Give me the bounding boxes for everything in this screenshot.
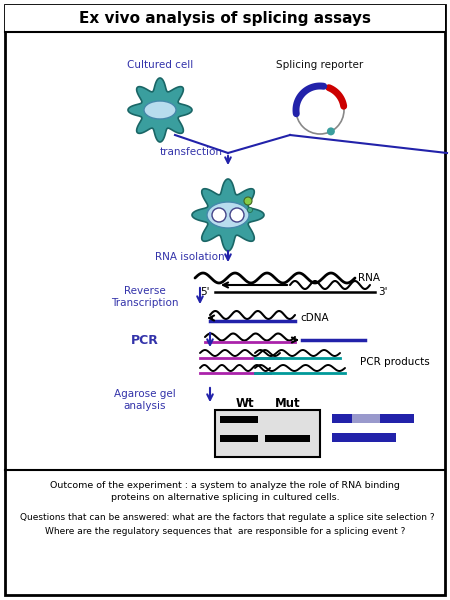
Text: Reverse
Transcription: Reverse Transcription <box>111 286 179 308</box>
Text: RNA isolation: RNA isolation <box>155 252 225 262</box>
Text: Agarose gel
analysis: Agarose gel analysis <box>114 389 176 411</box>
Text: RNA: RNA <box>358 273 380 283</box>
Text: cDNA: cDNA <box>300 313 328 323</box>
Text: proteins on alternative splicing in cultured cells.: proteins on alternative splicing in cult… <box>111 493 339 503</box>
Text: Cultured cell: Cultured cell <box>127 60 193 70</box>
Bar <box>332 414 414 423</box>
Text: Ex vivo analysis of splicing assays: Ex vivo analysis of splicing assays <box>79 11 371 26</box>
Text: Splicing reporter: Splicing reporter <box>276 60 364 70</box>
Polygon shape <box>128 78 192 142</box>
Circle shape <box>248 208 252 212</box>
Text: 3': 3' <box>378 287 387 297</box>
Bar <box>352 414 380 423</box>
Text: Questions that can be answered: what are the factors that regulate a splice site: Questions that can be answered: what are… <box>20 514 435 523</box>
Circle shape <box>230 208 244 222</box>
Bar <box>220 416 258 423</box>
Bar <box>5 5 445 32</box>
Circle shape <box>244 197 252 205</box>
Bar <box>220 435 258 442</box>
Text: transfection: transfection <box>160 147 223 157</box>
Text: Wt: Wt <box>236 397 254 410</box>
Text: PCR: PCR <box>131 334 159 346</box>
Text: Outcome of the experiment : a system to analyze the role of RNA binding: Outcome of the experiment : a system to … <box>50 481 400 490</box>
Circle shape <box>296 86 344 134</box>
Polygon shape <box>192 179 264 251</box>
Bar <box>265 435 310 442</box>
Text: Mut: Mut <box>275 397 301 410</box>
Bar <box>332 433 396 442</box>
Circle shape <box>212 208 226 222</box>
Text: PCR products: PCR products <box>360 357 430 367</box>
Text: 5': 5' <box>201 287 210 297</box>
Ellipse shape <box>144 101 176 119</box>
Text: Where are the regulatory sequences that  are responsible for a splicing event ?: Where are the regulatory sequences that … <box>45 527 405 536</box>
Bar <box>215 410 320 457</box>
Ellipse shape <box>207 202 249 228</box>
Circle shape <box>327 127 335 136</box>
